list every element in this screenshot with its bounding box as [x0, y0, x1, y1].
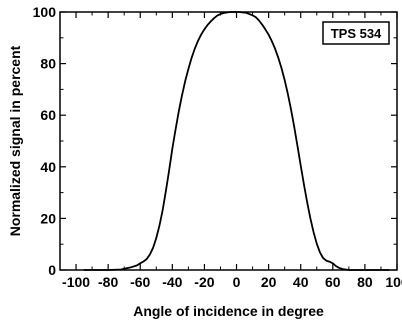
x-tick-label: -40	[162, 274, 182, 290]
y-tick-label: 100	[33, 4, 57, 20]
x-tick-label: -20	[194, 274, 214, 290]
x-axis-title: Angle of incidence in degree	[133, 303, 324, 319]
legend-label: TPS 534	[331, 26, 382, 41]
y-tick-label: 60	[40, 107, 56, 123]
y-axis-title: Normalized signal in percent	[7, 45, 23, 236]
x-tick-label: 40	[293, 274, 309, 290]
plot-frame	[59, 11, 398, 271]
x-tick-label: 0	[233, 274, 241, 290]
x-tick-label: -80	[98, 274, 118, 290]
x-tick-label: 60	[325, 274, 341, 290]
y-tick-label: 0	[48, 262, 56, 278]
y-tick-label: 20	[40, 210, 56, 226]
ticks-layer: -100 -80 -60 -40 -20 0 20 40 60 80 100 0 20 40 60 80 100	[33, 4, 402, 290]
x-tick-label: -60	[130, 274, 150, 290]
legend-box	[322, 21, 390, 45]
legend: TPS 534	[322, 21, 390, 45]
y-tick-label: 80	[40, 56, 56, 72]
x-tick-label: 80	[357, 274, 373, 290]
x-tick-label: 100	[385, 274, 402, 290]
x-tick-label: 20	[261, 274, 277, 290]
x-tick-label: -100	[62, 274, 90, 290]
y-tick-label: 40	[40, 159, 56, 175]
